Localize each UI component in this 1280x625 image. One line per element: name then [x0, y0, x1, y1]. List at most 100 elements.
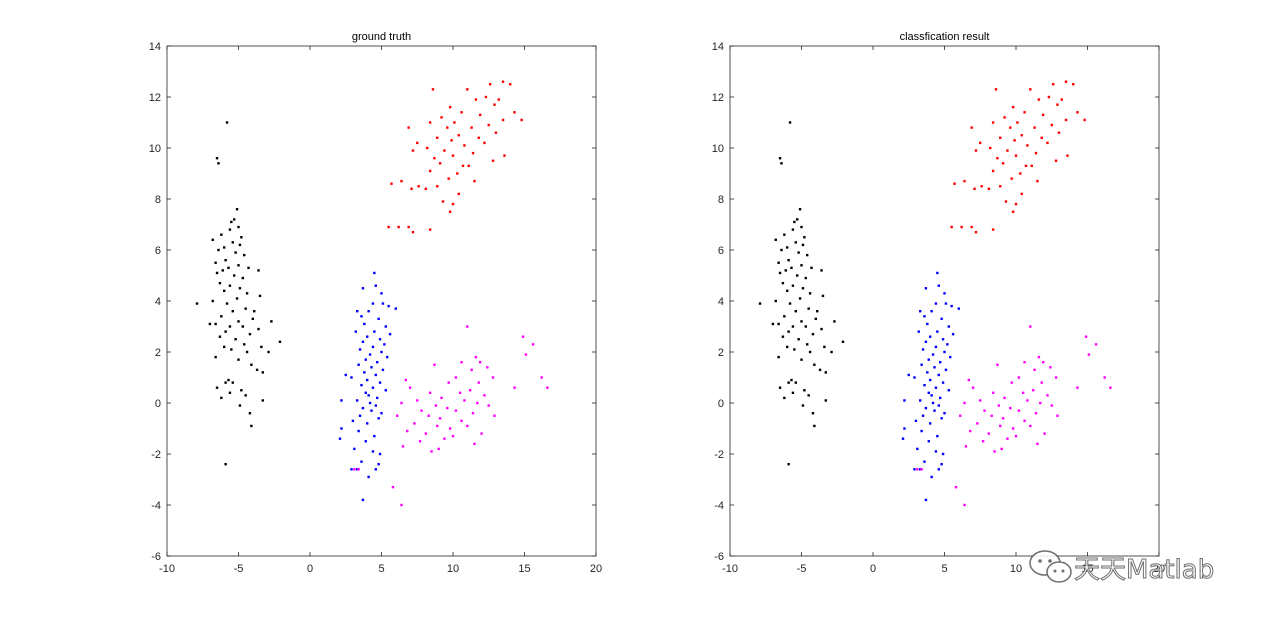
- data-point: [497, 98, 500, 101]
- y-tick-label: -2: [151, 449, 161, 461]
- data-point: [235, 297, 239, 300]
- data-point: [1029, 88, 1032, 91]
- data-point: [260, 345, 263, 349]
- data-point: [1050, 404, 1053, 407]
- data-point: [355, 399, 359, 402]
- data-point: [1109, 386, 1112, 389]
- data-point: [821, 294, 825, 298]
- data-point: [790, 266, 793, 270]
- data-point: [248, 332, 252, 336]
- data-point: [377, 317, 380, 321]
- data-point: [217, 248, 220, 252]
- data-point: [261, 371, 265, 374]
- data-point: [540, 376, 543, 379]
- data-point: [364, 440, 367, 443]
- data-point: [924, 498, 928, 502]
- data-point: [936, 271, 939, 275]
- y-tick-label: 6: [155, 245, 161, 257]
- data-point: [466, 325, 469, 328]
- data-point: [451, 434, 455, 438]
- data-point: [491, 159, 495, 162]
- data-point: [428, 121, 432, 124]
- x-tick-label: -10: [159, 563, 175, 575]
- wechat-icon: [1029, 550, 1072, 583]
- data-point: [1024, 164, 1028, 168]
- data-point: [946, 343, 949, 346]
- data-point: [366, 422, 369, 425]
- data-point: [913, 376, 916, 379]
- data-point: [220, 315, 223, 318]
- data-point: [195, 302, 199, 305]
- y-tick-label: 0: [155, 398, 161, 410]
- data-point: [950, 225, 953, 229]
- data-point: [777, 355, 780, 359]
- data-point: [467, 164, 470, 168]
- data-point: [374, 373, 377, 377]
- data-point: [791, 325, 795, 328]
- data-point: [364, 358, 367, 361]
- data-point: [378, 452, 382, 456]
- data-point: [240, 389, 243, 392]
- data-point: [228, 325, 232, 328]
- data-point: [936, 330, 939, 333]
- data-point: [245, 292, 249, 295]
- data-point: [371, 450, 375, 453]
- data-point: [427, 414, 430, 417]
- data-point: [424, 187, 428, 190]
- data-point: [231, 310, 234, 313]
- data-point: [771, 322, 775, 326]
- data-point: [818, 368, 822, 372]
- series-1: [338, 271, 397, 502]
- data-point: [253, 310, 256, 313]
- data-point: [797, 251, 800, 254]
- data-point: [811, 332, 815, 336]
- y-tick-label: 0: [718, 398, 724, 410]
- data-point: [786, 289, 789, 292]
- data-point: [939, 361, 942, 364]
- y-tick-label: 2: [155, 347, 161, 359]
- data-point: [366, 335, 369, 338]
- data-point: [987, 432, 991, 435]
- data-point: [357, 468, 360, 471]
- data-point: [927, 440, 930, 443]
- data-point: [920, 468, 923, 471]
- data-point: [784, 269, 787, 272]
- data-point: [491, 376, 495, 379]
- data-point: [1041, 361, 1045, 364]
- data-point: [460, 419, 463, 423]
- data-point: [428, 391, 432, 394]
- data-point: [400, 401, 403, 405]
- data-point: [1023, 419, 1026, 423]
- data-point: [1033, 126, 1036, 129]
- data-point: [1014, 154, 1018, 157]
- data-point: [248, 412, 252, 415]
- data-point: [794, 310, 797, 313]
- data-point: [456, 172, 459, 175]
- data-point: [941, 338, 945, 341]
- data-point: [473, 442, 476, 445]
- data-point: [930, 310, 933, 313]
- data-point: [787, 259, 790, 262]
- data-point: [436, 185, 439, 188]
- data-point: [939, 396, 942, 400]
- data-point: [377, 417, 380, 420]
- x-tick-label: 15: [518, 563, 530, 575]
- data-point: [794, 241, 797, 244]
- data-point: [934, 386, 938, 389]
- data-point: [218, 335, 222, 338]
- data-point: [340, 399, 343, 402]
- data-point: [463, 144, 466, 147]
- data-point: [426, 146, 429, 150]
- data-point: [989, 146, 992, 150]
- plot-area: [166, 45, 597, 557]
- y-tick-label: -2: [714, 449, 724, 461]
- data-point: [991, 228, 995, 231]
- data-point: [513, 111, 516, 114]
- data-point: [971, 386, 975, 389]
- data-point: [778, 271, 782, 275]
- data-point: [401, 445, 405, 448]
- data-point: [801, 404, 805, 407]
- data-point: [813, 363, 816, 366]
- data-point: [358, 414, 362, 417]
- data-point: [951, 332, 955, 336]
